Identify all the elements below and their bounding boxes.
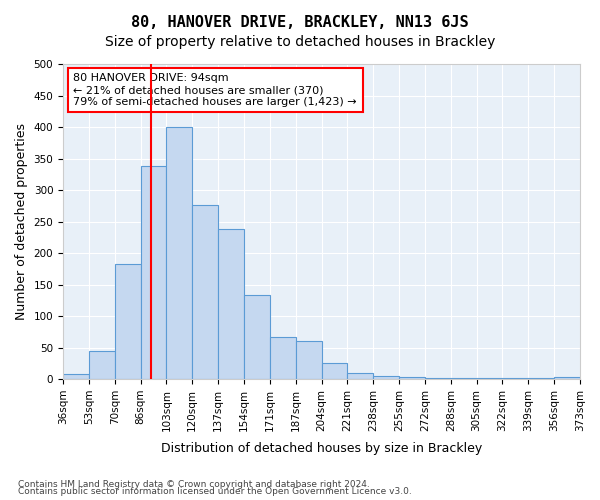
Bar [89, 350, 115, 379]
Bar [296, 341, 322, 379]
Bar [115, 264, 140, 379]
Bar [63, 374, 89, 379]
Bar [554, 377, 580, 379]
Bar [192, 204, 218, 379]
Bar [140, 166, 166, 379]
Text: Contains public sector information licensed under the Open Government Licence v3: Contains public sector information licen… [18, 487, 412, 496]
Text: Contains HM Land Registry data © Crown copyright and database right 2024.: Contains HM Land Registry data © Crown c… [18, 480, 370, 489]
Text: Size of property relative to detached houses in Brackley: Size of property relative to detached ho… [105, 35, 495, 49]
Bar [270, 337, 296, 379]
Bar [425, 378, 451, 379]
X-axis label: Distribution of detached houses by size in Brackley: Distribution of detached houses by size … [161, 442, 482, 455]
Bar [347, 372, 373, 379]
Text: 80, HANOVER DRIVE, BRACKLEY, NN13 6JS: 80, HANOVER DRIVE, BRACKLEY, NN13 6JS [131, 15, 469, 30]
Bar [476, 378, 502, 379]
Text: 80 HANOVER DRIVE: 94sqm
← 21% of detached houses are smaller (370)
79% of semi-d: 80 HANOVER DRIVE: 94sqm ← 21% of detache… [73, 74, 357, 106]
Y-axis label: Number of detached properties: Number of detached properties [15, 123, 28, 320]
Bar [166, 127, 192, 379]
Bar [399, 377, 425, 379]
Bar [322, 364, 347, 379]
Bar [451, 378, 476, 379]
Bar [529, 378, 554, 379]
Bar [218, 229, 244, 379]
Bar [244, 295, 270, 379]
Bar [502, 378, 529, 379]
Bar [373, 376, 399, 379]
